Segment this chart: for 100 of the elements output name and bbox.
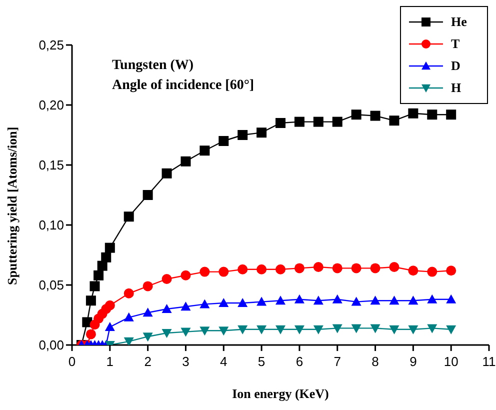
x-tick-label: 5 <box>258 354 266 370</box>
x-tick-label: 7 <box>334 354 341 370</box>
point <box>218 326 229 336</box>
y-tick-label: 0,20 <box>38 98 64 113</box>
point <box>256 264 267 274</box>
point <box>256 325 267 334</box>
point <box>142 190 153 200</box>
point <box>408 108 418 118</box>
point <box>446 110 456 120</box>
point <box>389 262 400 272</box>
point <box>200 146 210 156</box>
point <box>294 116 304 127</box>
point <box>276 264 286 274</box>
point <box>313 116 324 127</box>
point <box>90 281 100 292</box>
x-axis-title: Ion energy (KeV) <box>232 386 329 401</box>
y-tick-label: 0,00 <box>38 338 64 353</box>
point <box>389 296 400 305</box>
point <box>86 329 96 340</box>
point <box>332 263 342 274</box>
point <box>446 325 456 334</box>
x-tick-label: 9 <box>410 354 417 370</box>
point <box>142 281 153 292</box>
point <box>370 110 380 121</box>
point <box>332 294 342 304</box>
point <box>370 263 380 274</box>
point <box>94 270 104 280</box>
legend-label: H <box>451 80 462 96</box>
legend-label: T <box>451 36 460 52</box>
legend-label: D <box>451 58 460 74</box>
legend-label: He <box>451 14 467 30</box>
point <box>124 212 134 222</box>
point <box>408 325 418 334</box>
point <box>124 337 134 345</box>
point <box>370 324 380 334</box>
point <box>104 322 115 331</box>
point <box>408 266 418 276</box>
point <box>256 296 267 306</box>
x-tick-label: 10 <box>444 354 458 370</box>
point <box>200 299 210 308</box>
point <box>238 130 248 140</box>
point <box>313 262 324 272</box>
x-tick-label: 2 <box>144 354 152 370</box>
x-tick-label: 8 <box>372 354 379 370</box>
point <box>200 326 210 336</box>
point <box>124 312 134 322</box>
point <box>180 156 191 166</box>
point <box>162 304 172 313</box>
x-tick-label: 6 <box>296 354 304 370</box>
point <box>313 296 324 305</box>
x-tick-label: 1 <box>106 354 114 370</box>
point <box>276 296 286 305</box>
point <box>370 296 380 305</box>
point <box>276 118 286 128</box>
point <box>294 294 304 304</box>
point <box>256 128 267 138</box>
annotation: Angle of incidence [60°] <box>112 78 254 94</box>
point <box>276 325 286 334</box>
point <box>313 325 324 334</box>
x-tick-label: 4 <box>220 354 228 370</box>
point <box>124 288 134 298</box>
point <box>446 266 456 276</box>
point <box>162 329 172 338</box>
y-tick-label: 0,25 <box>38 38 64 53</box>
point <box>446 294 456 304</box>
point <box>351 110 362 120</box>
point <box>200 266 210 277</box>
point <box>351 263 362 274</box>
point <box>427 266 438 277</box>
point <box>238 264 248 274</box>
point <box>162 274 172 284</box>
x-tick-label: 0 <box>68 354 76 370</box>
y-tick-label: 0,10 <box>38 218 64 233</box>
point <box>427 324 438 334</box>
point <box>238 298 248 307</box>
point <box>294 325 304 334</box>
point <box>180 302 191 311</box>
point <box>218 136 229 146</box>
point <box>408 296 418 305</box>
point <box>389 116 400 126</box>
point <box>142 332 153 342</box>
point <box>180 328 191 337</box>
point <box>162 168 172 178</box>
point <box>104 300 115 310</box>
x-tick-label: 11 <box>482 354 496 370</box>
point <box>427 110 438 120</box>
x-tick-label: 3 <box>182 354 190 370</box>
point <box>389 325 400 334</box>
point <box>294 263 304 274</box>
point <box>180 270 191 280</box>
point <box>86 296 96 306</box>
point <box>142 308 153 317</box>
y-tick-label: 0,05 <box>38 278 64 293</box>
point <box>332 324 342 334</box>
y-axis-title: Sputtering yield [Atoms/ion] <box>4 126 20 285</box>
point <box>238 325 248 334</box>
point <box>351 324 362 334</box>
annotation: Tungsten (W) <box>112 58 194 74</box>
point <box>351 296 362 306</box>
point <box>332 116 342 127</box>
